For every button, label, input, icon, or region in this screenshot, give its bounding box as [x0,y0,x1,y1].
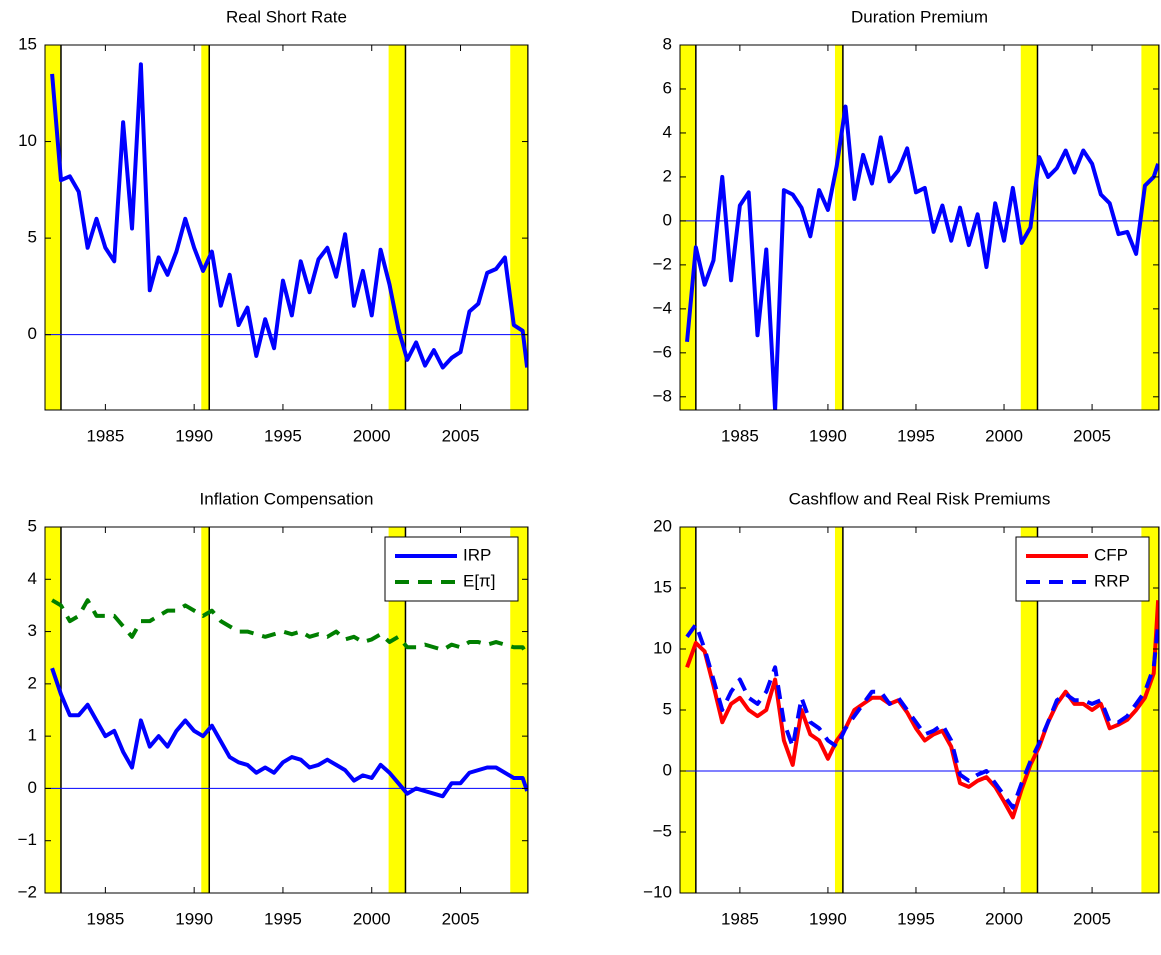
recession-band [388,527,406,893]
y-tick-label: 15 [18,34,37,53]
y-tick-label: 1 [28,726,37,745]
x-tick-label: 2000 [985,426,1023,445]
x-tick-label: 2000 [353,909,391,928]
y-tick-label: 10 [653,638,672,657]
y-tick-label: −8 [653,386,672,405]
subplot: −2 −1 0 1 2 3 4 5 1985 1990 1995 2000 2005 Inflation … [18,489,529,928]
x-tick-label: 1995 [264,909,302,928]
y-tick-label: 4 [663,122,672,141]
subplot-title: Real Short Rate [226,7,347,26]
legend-box [384,536,519,602]
recession-band [1141,45,1159,410]
x-tick-label: 1990 [809,909,847,928]
y-tick-label: 0 [28,324,37,343]
series-line [50,62,528,370]
recession-band [680,45,696,410]
x-tick-label: 2000 [353,426,391,445]
y-tick-label: 0 [663,760,672,779]
subplot-title: Cashflow and Real Risk Premiums [789,489,1051,508]
y-tick-label: 20 [653,516,672,535]
series-line [685,104,1159,410]
y-tick-label: −2 [653,254,672,273]
y-tick-label: −1 [18,830,37,849]
x-tick-label: 1995 [264,426,302,445]
axes-box [44,526,529,894]
series-line [685,622,1159,810]
series-line [685,600,1159,820]
recession-band [1141,527,1159,893]
y-tick-label: 10 [18,131,37,150]
y-tick-label: 0 [28,778,37,797]
recession-band [680,527,696,893]
x-tick-label: 2005 [442,426,480,445]
legend-label: RRP [1094,571,1130,590]
legend-label: IRP [463,545,491,564]
subplot: 0 5 10 15 1985 1990 1995 2000 2005 Real Short Rat… [18,7,529,445]
y-tick-label: −4 [653,298,672,317]
y-tick-label: 2 [28,673,37,692]
x-tick-label: 1990 [175,426,213,445]
y-tick-label: 4 [28,569,37,588]
y-tick-label: 2 [663,166,672,185]
x-tick-label: 1985 [721,426,759,445]
legend-label: E[π] [463,571,496,590]
y-tick-label: 8 [663,34,672,53]
legend: CFP RRP [1015,536,1150,602]
x-tick-label: 1990 [175,909,213,928]
x-tick-label: 1985 [86,426,124,445]
plot-area [45,527,528,893]
y-tick-label: 6 [663,78,672,97]
y-tick-label: −2 [18,882,37,901]
x-tick-label: 2005 [1073,426,1111,445]
y-tick-label: 3 [28,621,37,640]
x-tick-label: 1985 [86,909,124,928]
subplot: −8 −6 −4 −2 0 2 4 6 8 1985 1990 1995 2000 2005 Duratio… [653,7,1160,445]
x-tick-label: 2005 [1073,909,1111,928]
plot-area [45,45,528,410]
series-line [51,598,528,657]
recession-band [834,45,843,410]
legend-box [1015,536,1150,602]
legend-label: CFP [1094,545,1128,564]
recession-band [201,45,210,410]
axes-box [44,44,529,411]
x-tick-label: 1995 [897,426,935,445]
plot-area [680,527,1159,893]
recession-band [201,527,210,893]
y-tick-label: −10 [643,882,672,901]
y-tick-label: −6 [653,342,672,361]
y-tick-label: 5 [663,699,672,718]
legend: IRP E[π] [384,536,519,602]
axes-box [679,44,1160,411]
subplot: −10 −5 0 5 10 15 20 1985 1990 1995 2000 2005 Cashflo… [643,489,1160,928]
subplot-title: Duration Premium [851,7,988,26]
recession-band [834,527,843,893]
x-tick-label: 1995 [897,909,935,928]
recession-band [45,527,61,893]
recession-band [388,45,406,410]
x-tick-label: 1985 [721,909,759,928]
y-tick-label: −5 [653,821,672,840]
plot-area [680,45,1159,410]
subplot-title: Inflation Compensation [200,489,374,508]
x-tick-label: 2000 [985,909,1023,928]
y-tick-label: 5 [28,228,37,247]
y-tick-label: 5 [28,516,37,535]
x-tick-label: 1990 [809,426,847,445]
y-tick-label: 15 [653,577,672,596]
y-tick-label: 0 [663,210,672,229]
recession-band [1020,527,1038,893]
recession-band [510,527,528,893]
series-line [50,667,528,799]
x-tick-label: 2005 [442,909,480,928]
